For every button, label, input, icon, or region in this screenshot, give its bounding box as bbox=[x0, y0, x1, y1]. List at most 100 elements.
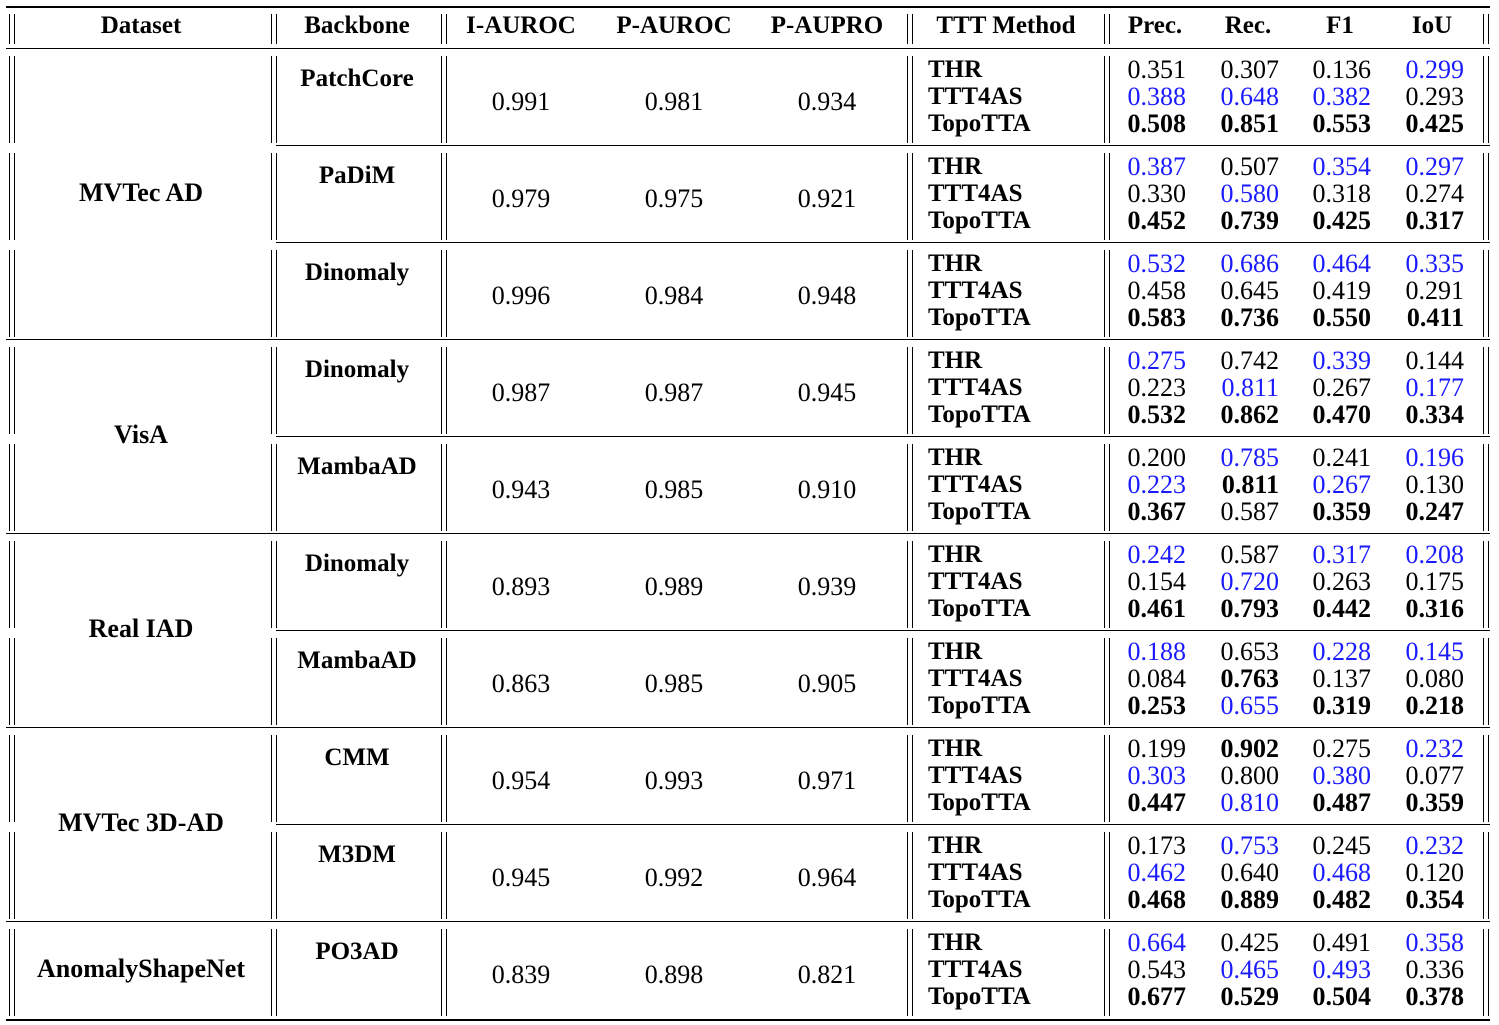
score-cell: 0.587 bbox=[1220, 497, 1280, 526]
score-cell: 0.196 bbox=[1405, 443, 1465, 472]
score-cell: 0.461 bbox=[1127, 594, 1187, 623]
column-divider bbox=[1483, 153, 1484, 240]
score-cell: 0.130 bbox=[1405, 470, 1465, 499]
metric-value: 0.934 bbox=[797, 86, 857, 116]
method-name: TTT4AS bbox=[928, 762, 1023, 789]
score-cell: 0.245 bbox=[1312, 831, 1372, 860]
score-cell: 0.851 bbox=[1220, 109, 1280, 138]
dataset-name: AnomalyShapeNet bbox=[36, 953, 246, 983]
score-cell: 0.173 bbox=[1127, 831, 1187, 860]
column-divider bbox=[441, 638, 442, 725]
column-divider bbox=[446, 929, 447, 1016]
metric-value: 0.971 bbox=[797, 765, 857, 795]
score-cell: 0.720 bbox=[1220, 567, 1280, 596]
column-divider bbox=[1488, 153, 1489, 240]
score-cell: 0.470 bbox=[1312, 400, 1372, 429]
column-divider bbox=[1488, 444, 1489, 531]
method-name: TTT4AS bbox=[928, 83, 1023, 110]
metric-value: 0.984 bbox=[644, 280, 704, 310]
score-cell: 0.354 bbox=[1405, 885, 1465, 914]
column-divider bbox=[9, 541, 10, 628]
column-divider bbox=[9, 444, 10, 531]
backbone-name: M3DM bbox=[318, 841, 396, 868]
column-divider bbox=[446, 153, 447, 240]
backbone-name: PatchCore bbox=[300, 65, 414, 92]
column-divider bbox=[907, 153, 908, 240]
column-divider bbox=[1104, 929, 1105, 1016]
column-divider bbox=[14, 929, 15, 1016]
column-divider bbox=[276, 832, 277, 919]
method-name: THR bbox=[928, 541, 983, 568]
column-divider bbox=[1109, 444, 1110, 531]
column-divider bbox=[1483, 347, 1484, 434]
column-divider bbox=[271, 56, 272, 143]
column-header: P-AUROC bbox=[616, 12, 732, 39]
column-divider bbox=[271, 929, 272, 1016]
top-rule bbox=[6, 6, 1490, 8]
method-name: TTT4AS bbox=[928, 568, 1023, 595]
score-cell: 0.645 bbox=[1220, 276, 1280, 305]
method-name: TTT4AS bbox=[928, 956, 1023, 983]
score-cell: 0.419 bbox=[1312, 276, 1372, 305]
score-cell: 0.543 bbox=[1127, 955, 1187, 984]
score-cell: 0.640 bbox=[1220, 858, 1280, 887]
column-divider bbox=[276, 541, 277, 628]
column-divider bbox=[1488, 250, 1489, 337]
column-divider bbox=[9, 347, 10, 434]
column-header: TTT Method bbox=[936, 12, 1076, 39]
score-cell: 0.358 bbox=[1405, 928, 1465, 957]
method-name: TopoTTA bbox=[928, 401, 1031, 428]
column-divider bbox=[912, 638, 913, 725]
backbone-name: Dinomaly bbox=[304, 356, 410, 383]
column-divider bbox=[276, 250, 277, 337]
method-name: TTT4AS bbox=[928, 665, 1023, 692]
score-cell: 0.550 bbox=[1312, 303, 1372, 332]
column-divider bbox=[1104, 638, 1105, 725]
score-cell: 0.199 bbox=[1127, 734, 1187, 763]
score-cell: 0.532 bbox=[1127, 249, 1187, 278]
score-cell: 0.317 bbox=[1312, 540, 1372, 569]
score-cell: 0.763 bbox=[1220, 664, 1280, 693]
column-divider bbox=[441, 14, 442, 44]
column-divider bbox=[441, 347, 442, 434]
score-cell: 0.223 bbox=[1127, 470, 1187, 499]
score-cell: 0.175 bbox=[1405, 567, 1465, 596]
column-divider bbox=[441, 56, 442, 143]
method-name: THR bbox=[928, 929, 983, 956]
column-divider bbox=[446, 638, 447, 725]
metric-value: 0.939 bbox=[797, 571, 857, 601]
column-divider bbox=[1109, 153, 1110, 240]
column-divider bbox=[9, 929, 10, 1016]
score-cell: 0.335 bbox=[1405, 249, 1465, 278]
column-header: Rec. bbox=[1224, 12, 1272, 39]
method-name: THR bbox=[928, 444, 983, 471]
score-cell: 0.902 bbox=[1220, 734, 1280, 763]
column-divider bbox=[441, 250, 442, 337]
column-divider bbox=[912, 735, 913, 822]
metric-value: 0.863 bbox=[491, 668, 551, 698]
column-divider bbox=[912, 14, 913, 44]
metric-value: 0.921 bbox=[797, 183, 857, 213]
score-cell: 0.336 bbox=[1405, 955, 1465, 984]
method-name: THR bbox=[928, 832, 983, 859]
score-cell: 0.145 bbox=[1405, 637, 1465, 666]
metric-value: 0.948 bbox=[797, 280, 857, 310]
score-cell: 0.653 bbox=[1220, 637, 1280, 666]
column-divider bbox=[9, 153, 10, 240]
method-name: THR bbox=[928, 153, 983, 180]
column-header: P-AUPRO bbox=[770, 12, 884, 39]
score-cell: 0.508 bbox=[1127, 109, 1187, 138]
column-divider bbox=[1488, 347, 1489, 434]
column-header: Dataset bbox=[100, 12, 182, 39]
dataset-rule bbox=[6, 921, 1490, 922]
score-cell: 0.228 bbox=[1312, 637, 1372, 666]
score-cell: 0.317 bbox=[1405, 206, 1465, 235]
method-name: TTT4AS bbox=[928, 859, 1023, 886]
column-divider bbox=[446, 444, 447, 531]
metric-value: 0.910 bbox=[797, 474, 857, 504]
score-cell: 0.144 bbox=[1405, 346, 1465, 375]
column-divider bbox=[907, 832, 908, 919]
score-cell: 0.529 bbox=[1220, 982, 1280, 1011]
dataset-name: MVTec 3D-AD bbox=[58, 808, 224, 837]
column-divider bbox=[1483, 541, 1484, 628]
